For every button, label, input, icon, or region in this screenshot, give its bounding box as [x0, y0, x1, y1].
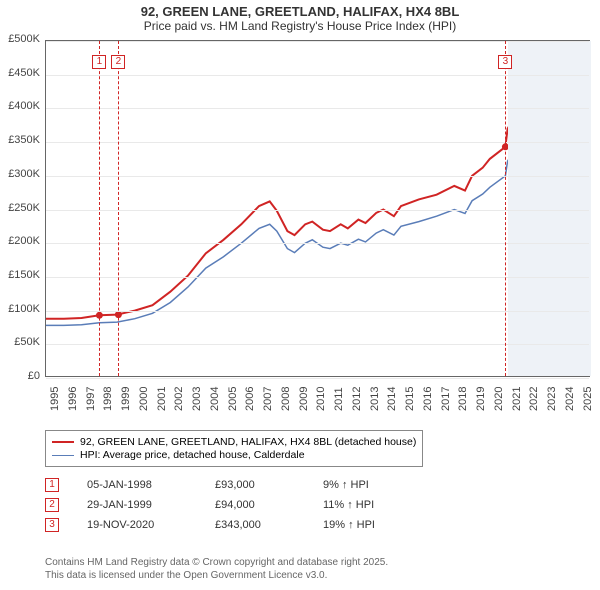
footer-line2: This data is licensed under the Open Gov…: [45, 569, 388, 582]
gridline-h: [46, 311, 589, 312]
marker-number-box: 2: [111, 55, 125, 69]
gridline-h: [46, 142, 589, 143]
x-tick-label: 2002: [173, 387, 185, 411]
legend-swatch-hpi: [52, 455, 74, 456]
marker-vline: [99, 41, 100, 376]
x-tick-label: 2013: [369, 387, 381, 411]
x-tick-label: 2024: [564, 387, 576, 411]
chart-title-line1: 92, GREEN LANE, GREETLAND, HALIFAX, HX4 …: [0, 0, 600, 19]
x-tick-label: 2006: [244, 387, 256, 411]
y-tick-label: £500K: [0, 33, 40, 45]
y-tick-label: £350K: [0, 134, 40, 146]
x-tick-label: 2021: [511, 387, 523, 411]
y-tick-label: £150K: [0, 269, 40, 281]
y-tick-label: £50K: [0, 336, 40, 348]
gridline-h: [46, 378, 589, 379]
marker-vline: [505, 41, 506, 376]
y-tick-label: £250K: [0, 202, 40, 214]
event-date: 05-JAN-1998: [87, 479, 187, 491]
y-tick-label: £200K: [0, 235, 40, 247]
x-tick-label: 2014: [386, 387, 398, 411]
marker-vline: [118, 41, 119, 376]
x-tick-label: 2010: [315, 387, 327, 411]
x-tick-label: 2005: [227, 387, 239, 411]
chart-container: 92, GREEN LANE, GREETLAND, HALIFAX, HX4 …: [0, 0, 600, 590]
event-number-box: 1: [45, 478, 59, 492]
gridline-h: [46, 277, 589, 278]
chart-title-line2: Price paid vs. HM Land Registry's House …: [0, 19, 600, 33]
gridline-h: [46, 243, 589, 244]
x-tick-label: 2015: [404, 387, 416, 411]
event-pct: 19% ↑ HPI: [323, 519, 375, 531]
x-tick-label: 1995: [49, 387, 61, 411]
gridline-h: [46, 75, 589, 76]
event-price: £343,000: [215, 519, 295, 531]
marker-number-box: 3: [498, 55, 512, 69]
x-tick-label: 2008: [280, 387, 292, 411]
legend-item-hpi: HPI: Average price, detached house, Cald…: [52, 449, 416, 461]
x-tick-label: 2007: [262, 387, 274, 411]
x-tick-label: 2022: [528, 387, 540, 411]
x-tick-label: 2001: [156, 387, 168, 411]
x-tick-label: 2019: [475, 387, 487, 411]
x-tick-label: 2003: [191, 387, 203, 411]
event-row: 1 05-JAN-1998 £93,000 9% ↑ HPI: [45, 478, 375, 492]
events-table: 1 05-JAN-1998 £93,000 9% ↑ HPI 2 29-JAN-1999 £…: [45, 472, 375, 538]
footer-line1: Contains HM Land Registry data © Crown c…: [45, 556, 388, 569]
x-tick-label: 2023: [546, 387, 558, 411]
footer-attribution: Contains HM Land Registry data © Crown c…: [45, 556, 388, 582]
event-number-box: 2: [45, 498, 59, 512]
y-tick-label: £300K: [0, 168, 40, 180]
x-tick-label: 1997: [85, 387, 97, 411]
legend-box: 92, GREEN LANE, GREETLAND, HALIFAX, HX4 …: [45, 430, 423, 467]
x-tick-label: 2020: [493, 387, 505, 411]
y-tick-label: £400K: [0, 100, 40, 112]
future-shade: [508, 41, 591, 376]
x-tick-label: 2018: [457, 387, 469, 411]
gridline-h: [46, 176, 589, 177]
legend-swatch-price-paid: [52, 441, 74, 443]
y-tick-label: £100K: [0, 303, 40, 315]
event-price: £93,000: [215, 479, 295, 491]
event-price: £94,000: [215, 499, 295, 511]
legend-label-price-paid: 92, GREEN LANE, GREETLAND, HALIFAX, HX4 …: [80, 436, 416, 448]
x-tick-label: 2017: [440, 387, 452, 411]
event-pct: 11% ↑ HPI: [323, 499, 374, 511]
event-pct: 9% ↑ HPI: [323, 479, 369, 491]
x-tick-label: 2011: [333, 387, 345, 411]
x-tick-label: 2012: [351, 387, 363, 411]
event-row: 3 19-NOV-2020 £343,000 19% ↑ HPI: [45, 518, 375, 532]
event-date: 19-NOV-2020: [87, 519, 187, 531]
x-tick-label: 1999: [120, 387, 132, 411]
x-tick-label: 1996: [67, 387, 79, 411]
x-tick-label: 2000: [138, 387, 150, 411]
x-tick-label: 2009: [298, 387, 310, 411]
gridline-h: [46, 344, 589, 345]
marker-number-box: 1: [92, 55, 106, 69]
event-row: 2 29-JAN-1999 £94,000 11% ↑ HPI: [45, 498, 375, 512]
gridline-h: [46, 210, 589, 211]
x-tick-label: 2025: [582, 387, 594, 411]
y-tick-label: £450K: [0, 67, 40, 79]
legend-item-price-paid: 92, GREEN LANE, GREETLAND, HALIFAX, HX4 …: [52, 436, 416, 448]
plot-area: 12 3: [45, 40, 590, 377]
x-tick-label: 1998: [102, 387, 114, 411]
gridline-h: [46, 108, 589, 109]
y-tick-label: £0: [0, 370, 40, 382]
x-tick-label: 2004: [209, 387, 221, 411]
x-tick-label: 2016: [422, 387, 434, 411]
gridline-h: [46, 41, 589, 42]
event-number-box: 3: [45, 518, 59, 532]
event-date: 29-JAN-1999: [87, 499, 187, 511]
legend-label-hpi: HPI: Average price, detached house, Cald…: [80, 449, 305, 461]
